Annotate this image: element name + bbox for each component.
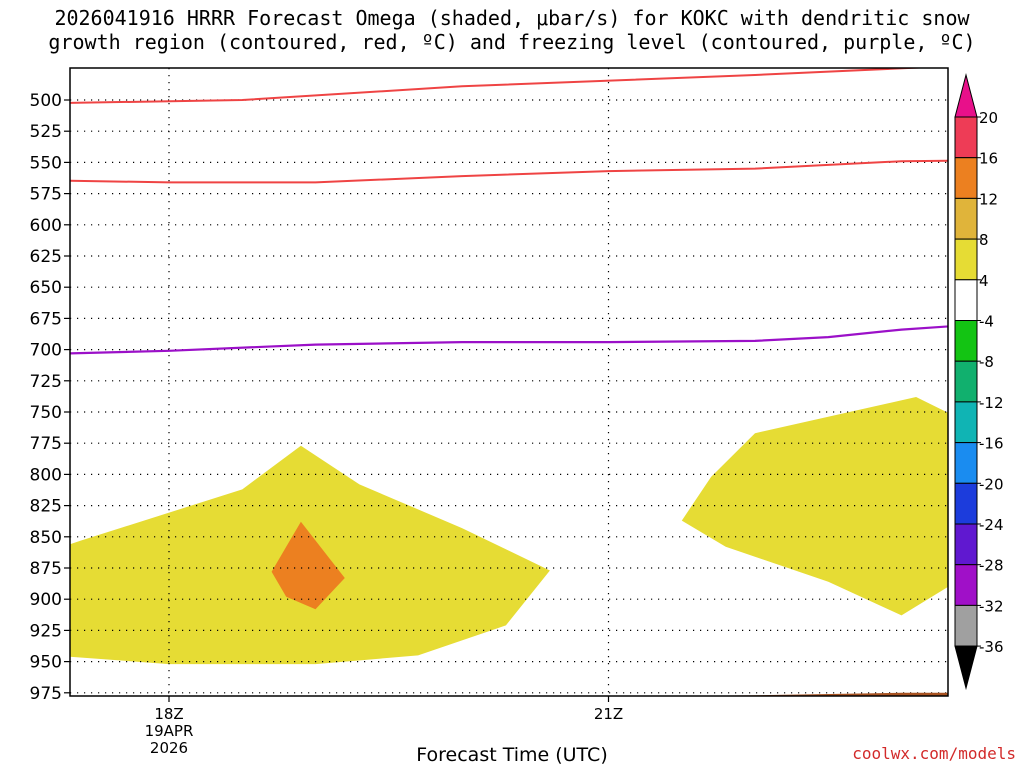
colorbar-label: 8: [979, 231, 989, 249]
contour-line--12: [70, 159, 948, 184]
x-tick-label: 19APR: [145, 722, 194, 740]
colorbar-top-arrow: [954, 73, 978, 118]
y-tick-label: 900: [30, 590, 62, 610]
y-tick-label: 650: [30, 278, 62, 298]
y-tick-label: 500: [30, 91, 62, 111]
colorbar-label: 12: [979, 190, 998, 208]
colorbar-label: 16: [979, 150, 998, 168]
colorbar-swatch-8: [954, 401, 978, 444]
y-tick-label: 525: [30, 122, 62, 142]
colorbar-label: -4: [979, 313, 994, 331]
plot-frame: [69, 67, 949, 697]
colorbar-label: -32: [979, 597, 1004, 615]
y-tick-label: 825: [30, 497, 62, 517]
y-tick-label: 700: [30, 341, 62, 361]
credit-text: coolwx.com/models: [852, 744, 1016, 763]
colorbar-swatch-6: [954, 320, 978, 362]
x-tick-label: 18Z: [154, 705, 183, 723]
colorbar-label: -12: [979, 394, 1004, 412]
y-tick-label: 550: [30, 153, 62, 173]
colorbar-swatch-13: [954, 604, 978, 647]
colorbar-label: 4: [979, 272, 989, 290]
omega-shaded-region-2: [681, 397, 948, 616]
omega-shaded-region-5: [271, 521, 345, 610]
y-tick-label: 950: [30, 653, 62, 673]
y-tick-label: 625: [30, 247, 62, 267]
colorbar-swatch-3: [954, 197, 978, 240]
colorbar-swatch-4: [954, 238, 978, 281]
colorbar-label: 20: [979, 109, 998, 127]
colorbar-label: -36: [979, 638, 1004, 656]
x-tick-label: 2026: [150, 739, 188, 757]
colorbar-swatch-9: [954, 442, 978, 484]
colorbar-label: -28: [979, 557, 1004, 575]
colorbar-label: -24: [979, 516, 1004, 534]
colorbar-swatch-10: [954, 482, 978, 525]
y-tick-label: 750: [30, 403, 62, 423]
colorbar-label: -16: [979, 435, 1004, 453]
x-axis-label: Forecast Time (UTC): [416, 744, 608, 766]
plot-area: -18-12: [70, 68, 1024, 696]
y-tick-label: 800: [30, 465, 62, 485]
y-tick-label: 600: [30, 216, 62, 236]
colorbar-swatch-1: [954, 116, 978, 159]
y-tick-label: 725: [30, 372, 62, 392]
terrain-band: [669, 692, 948, 696]
y-tick-label: 575: [30, 185, 62, 205]
x-tick-label: 21Z: [594, 705, 623, 723]
chart-title-line-2: growth region (contoured, red, ºC) and f…: [48, 30, 976, 54]
colorbar-swatch-11: [954, 523, 978, 566]
y-tick-label: 675: [30, 309, 62, 329]
contour-line--18: [70, 68, 931, 104]
chart-title-line-1: 2026041916 HRRR Forecast Omega (shaded, …: [54, 6, 970, 30]
colorbar-bottom-arrow: [954, 645, 978, 691]
colorbar-label: -20: [979, 475, 1004, 493]
y-tick-label: 875: [30, 559, 62, 579]
colorbar-label: -8: [979, 353, 994, 371]
y-tick-label: 850: [30, 528, 62, 548]
colorbar-swatch-7: [954, 360, 978, 403]
colorbar-swatch-2: [954, 157, 978, 199]
y-tick-label: 775: [30, 434, 62, 454]
omega-shaded-region-1: [70, 445, 550, 665]
colorbar-swatch-12: [954, 564, 978, 606]
y-tick-label: 975: [30, 684, 62, 704]
omega-shaded-region-8: [1004, 549, 1024, 674]
y-tick-label: 925: [30, 621, 62, 641]
colorbar-swatch-5: [954, 279, 978, 321]
contour-line-freezing-level: [70, 325, 948, 355]
